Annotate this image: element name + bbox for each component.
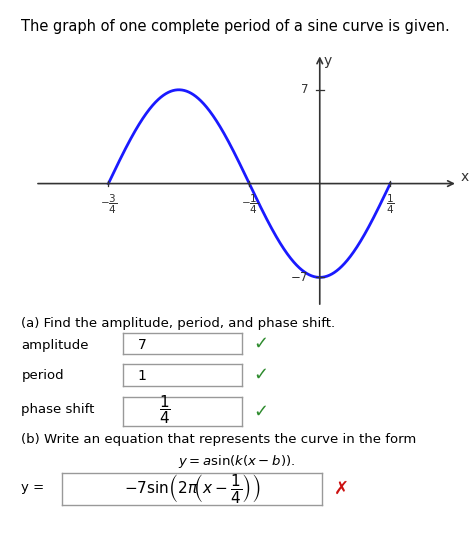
Text: $-\dfrac{1}{4}$: $-\dfrac{1}{4}$ [241, 193, 258, 216]
Text: The graph of one complete period of a sine curve is given.: The graph of one complete period of a si… [21, 19, 450, 34]
Text: x: x [461, 170, 469, 184]
Text: ✗: ✗ [334, 480, 349, 498]
Text: (a) Find the amplitude, period, and phase shift.: (a) Find the amplitude, period, and phas… [21, 317, 336, 330]
Text: 1: 1 [137, 369, 146, 383]
Text: (b) Write an equation that represents the curve in the form: (b) Write an equation that represents th… [21, 433, 417, 446]
Text: $-\dfrac{3}{4}$: $-\dfrac{3}{4}$ [100, 193, 117, 216]
Text: ✓: ✓ [254, 335, 269, 353]
Text: $-7\sin\!\left(2\pi\!\left(x-\dfrac{1}{4}\right)\right)$: $-7\sin\!\left(2\pi\!\left(x-\dfrac{1}{4… [124, 472, 260, 505]
Text: period: period [21, 369, 64, 382]
Text: ✓: ✓ [254, 403, 269, 421]
Text: ✓: ✓ [254, 366, 269, 384]
Text: $-7$: $-7$ [290, 271, 309, 284]
Text: 7: 7 [137, 338, 146, 352]
Text: $y = a\sin(k(x-b)).$: $y = a\sin(k(x-b)).$ [178, 453, 296, 470]
Text: phase shift: phase shift [21, 403, 95, 416]
Text: amplitude: amplitude [21, 339, 89, 352]
Text: 7: 7 [301, 83, 309, 96]
Text: y: y [324, 54, 332, 68]
Text: $\dfrac{1}{4}$: $\dfrac{1}{4}$ [386, 193, 394, 216]
Text: y =: y = [21, 481, 49, 494]
Text: $\dfrac{1}{4}$: $\dfrac{1}{4}$ [159, 393, 171, 426]
